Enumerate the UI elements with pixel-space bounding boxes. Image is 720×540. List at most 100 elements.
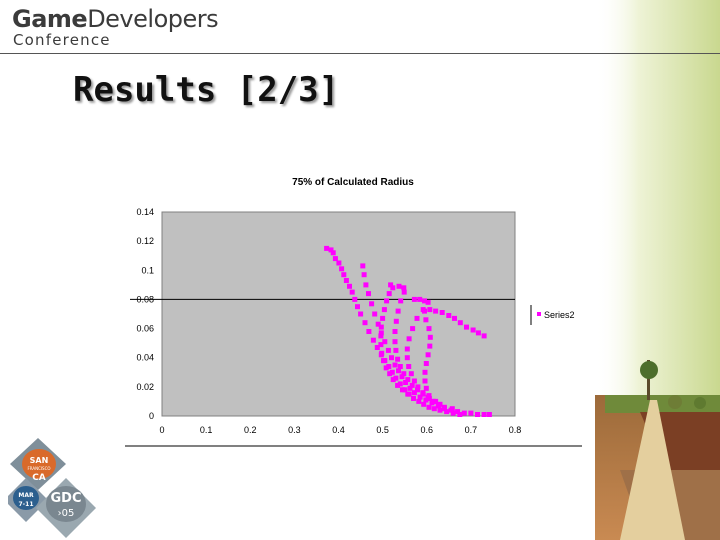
data-point	[363, 282, 369, 288]
data-point	[381, 307, 387, 313]
data-point	[393, 375, 399, 381]
data-point	[336, 260, 342, 266]
data-point	[388, 282, 394, 288]
badge-month: MAR	[18, 492, 34, 499]
logo-word-game: Game	[12, 5, 88, 33]
x-tick-label: 0.5	[376, 425, 389, 435]
data-point	[475, 412, 480, 417]
data-point	[446, 313, 452, 318]
data-point	[408, 371, 414, 377]
y-tick-label: 0.14	[136, 207, 154, 217]
x-axis-ticks: 0 0.1 0.2 0.3 0.4 0.5 0.6 0.7 0.8	[159, 425, 521, 435]
country-road-image	[595, 0, 720, 540]
data-point	[382, 339, 388, 345]
data-point	[378, 330, 384, 336]
data-point	[444, 409, 450, 415]
data-point	[423, 317, 429, 323]
data-point	[347, 283, 352, 289]
data-point	[392, 329, 398, 334]
data-point	[404, 355, 410, 361]
data-point	[362, 320, 368, 326]
data-point	[405, 391, 411, 397]
y-tick-label: 0.08	[136, 294, 154, 304]
data-point	[415, 387, 420, 393]
data-point	[393, 347, 399, 353]
data-point	[427, 307, 433, 313]
header-divider	[0, 53, 720, 54]
data-point	[409, 382, 415, 388]
data-point	[425, 299, 431, 305]
data-point	[349, 289, 355, 295]
data-point	[464, 324, 469, 330]
data-point	[422, 369, 428, 375]
data-point	[396, 368, 401, 374]
data-point	[426, 326, 432, 332]
y-tick-label: 0.12	[136, 236, 154, 246]
data-point	[470, 327, 476, 333]
data-point	[352, 296, 358, 302]
data-point	[339, 266, 345, 272]
data-point	[422, 378, 428, 384]
data-point	[395, 382, 401, 388]
data-point	[381, 358, 386, 364]
gdc-2005-badge: SAN FRANCISCO CA MAR 7-11 GDC ›05	[8, 438, 96, 538]
data-point	[374, 345, 380, 350]
data-point	[378, 342, 384, 348]
data-point	[370, 337, 376, 343]
y-tick-label: 0	[149, 411, 154, 421]
data-point	[420, 390, 426, 396]
x-tick-label: 0.2	[244, 425, 257, 435]
data-point	[366, 291, 371, 297]
data-point	[390, 285, 396, 291]
data-point	[406, 336, 412, 342]
data-point	[366, 329, 372, 334]
data-point	[406, 364, 412, 369]
data-point	[407, 385, 413, 391]
x-tick-label: 0.8	[509, 425, 522, 435]
data-point	[375, 321, 381, 327]
data-point	[486, 412, 492, 417]
data-point	[411, 378, 417, 384]
data-point	[386, 291, 392, 297]
data-point	[416, 398, 422, 404]
data-point	[404, 346, 410, 352]
data-point	[372, 311, 378, 317]
data-point	[431, 406, 437, 412]
data-point	[475, 330, 481, 336]
data-point	[468, 410, 474, 416]
data-point	[397, 381, 403, 387]
y-axis-ticks: 0 0.02 0.04 0.06 0.08 0.1 0.12 0.14	[136, 207, 154, 421]
badge-state: CA	[32, 473, 46, 483]
legend-marker-square	[537, 312, 541, 316]
data-point	[427, 334, 433, 340]
data-point	[385, 347, 391, 353]
data-point	[355, 304, 360, 310]
data-point	[481, 333, 487, 339]
data-point	[427, 343, 433, 349]
badge-city-bubble	[22, 449, 56, 479]
gdc-logo: GameDevelopers Conference	[12, 5, 219, 48]
data-point	[422, 298, 427, 304]
data-point	[405, 377, 411, 383]
data-point	[369, 301, 375, 307]
badge-date-bubble	[13, 486, 39, 510]
data-point	[410, 326, 416, 332]
data-point	[389, 369, 395, 375]
data-point	[441, 406, 447, 412]
x-tick-label: 0.1	[200, 425, 213, 435]
data-point	[415, 384, 421, 390]
data-point	[360, 263, 366, 269]
data-point	[396, 283, 402, 289]
data-point	[481, 412, 487, 417]
data-point	[452, 315, 457, 321]
badge-year: ›05	[58, 508, 75, 519]
x-tick-label: 0	[159, 425, 164, 435]
data-point	[422, 308, 427, 314]
data-point	[389, 355, 394, 361]
data-point	[341, 272, 347, 278]
data-point	[417, 394, 423, 400]
data-point	[392, 362, 398, 368]
y-tick-label: 0.02	[136, 382, 154, 392]
